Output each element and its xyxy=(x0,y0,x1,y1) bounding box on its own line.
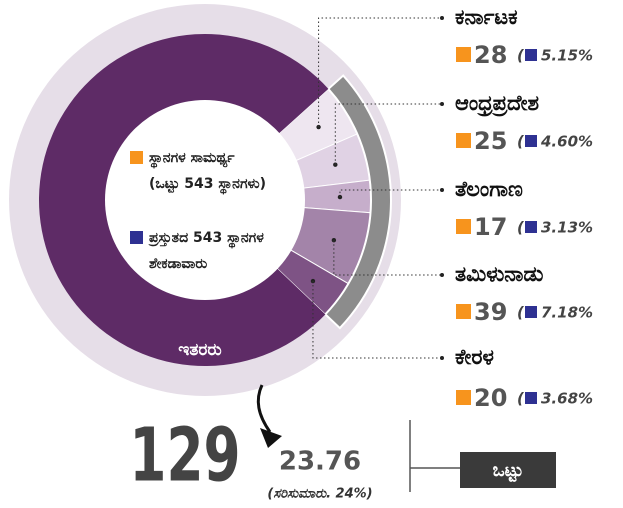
share: 5.15% xyxy=(541,47,593,65)
state-name: ಆಂಧ್ರಪ್ರದೇಶ xyxy=(455,91,539,117)
share: 4.60% xyxy=(540,133,593,151)
paren-open: ( xyxy=(517,390,525,408)
donut-hole xyxy=(105,100,305,300)
legend-swatch xyxy=(130,231,143,244)
seat-count: 25 xyxy=(474,127,507,155)
state-name: ಕರ್ನಾಟಕ xyxy=(455,5,518,29)
legend-text: ಸ್ಥಾನಗಳ ಸಾಮರ್ಥ್ಯ xyxy=(149,150,235,169)
share-icon xyxy=(525,49,537,61)
share: 3.13% xyxy=(541,219,593,237)
legend-text: (ಒಟ್ಟು 543 ಸ್ಥಾನಗಳು) xyxy=(149,176,266,195)
paren-open: ( xyxy=(517,47,525,65)
share: 3.68% xyxy=(541,390,593,408)
leader-end xyxy=(440,356,444,360)
leader-end xyxy=(440,273,444,277)
paren-open: ( xyxy=(517,133,525,151)
leader-end xyxy=(440,16,444,20)
seat-count: 17 xyxy=(474,213,507,241)
legend-text: ಪ್ರಸ್ತುತದ 543 ಸ್ಥಾನಗಳ xyxy=(148,230,264,249)
paren-open: ( xyxy=(517,219,525,237)
total-approx: (ಸರಿಸುಮಾರು. 24%) xyxy=(267,487,372,502)
seat-icon xyxy=(456,219,471,234)
total-label: ಒಟ್ಟು xyxy=(493,460,524,483)
seat-icon xyxy=(456,133,471,148)
share-icon xyxy=(525,135,537,147)
share-icon xyxy=(525,306,537,318)
state-name: ತಮಿಳುನಾಡು xyxy=(455,262,544,286)
leader-end xyxy=(440,102,444,106)
leader-end xyxy=(440,188,444,192)
seat-count: 20 xyxy=(474,384,507,412)
leader-line xyxy=(334,103,442,165)
arrow xyxy=(256,384,272,433)
state-name: ತೆಲಂಗಾಣ xyxy=(455,177,523,201)
total-percent: 23.76 xyxy=(279,447,361,477)
seat-icon xyxy=(456,47,471,62)
total-box xyxy=(460,452,556,488)
total-seats: 129 xyxy=(129,412,240,498)
seat-icon xyxy=(456,304,471,319)
state-name: ಕೇರಳ xyxy=(455,345,494,369)
segment xyxy=(38,33,329,367)
gray-band xyxy=(323,74,392,330)
share-icon xyxy=(525,392,537,404)
seat-count: 39 xyxy=(474,298,507,326)
share: 7.18% xyxy=(541,304,593,322)
legend-text: ಶೇಕಡಾವಾರು xyxy=(149,256,208,272)
leader-line xyxy=(318,17,442,128)
paren-open: ( xyxy=(517,304,525,322)
seat-icon xyxy=(456,390,471,405)
seat-count: 28 xyxy=(474,41,507,69)
leader-dot xyxy=(316,124,321,130)
legend-swatch xyxy=(130,151,143,164)
arrow-head xyxy=(260,428,282,448)
others-label: ಇತರರು xyxy=(178,340,222,360)
leader-line xyxy=(312,281,442,359)
share-icon xyxy=(525,221,537,233)
